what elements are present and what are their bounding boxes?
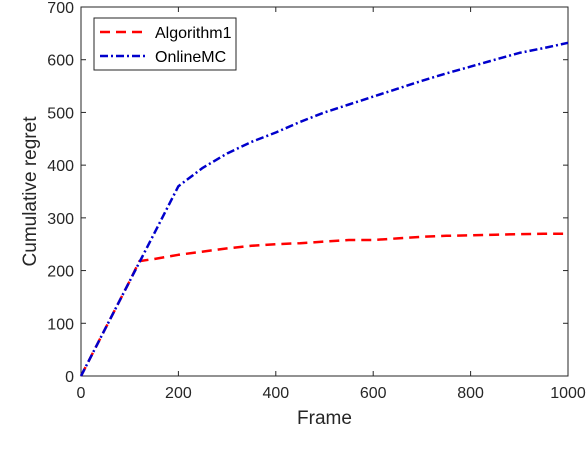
x-axis: 0 200 400 600 800 1000 bbox=[77, 7, 586, 402]
legend-label-onlinemc: OnlineMC bbox=[155, 49, 226, 66]
x-tick-label: 800 bbox=[457, 385, 484, 402]
legend: Algorithm1 OnlineMC bbox=[93, 17, 237, 71]
y-tick-label: 200 bbox=[47, 264, 74, 281]
y-tick-label: 700 bbox=[47, 0, 74, 17]
y-tick-label: 500 bbox=[47, 105, 74, 122]
y-axis: 0 100 200 300 400 500 600 700 bbox=[47, 0, 568, 386]
y-tick-label: 100 bbox=[47, 316, 74, 333]
x-tick-label: 0 bbox=[77, 385, 86, 402]
series-line-onlinemc bbox=[79, 41, 569, 377]
y-tick-label: 300 bbox=[47, 211, 74, 228]
x-axis-label: Frame bbox=[297, 408, 352, 429]
legend-box bbox=[93, 17, 237, 71]
y-axis-label: Cumulative regret bbox=[20, 116, 41, 267]
y-tick-label: 400 bbox=[47, 158, 74, 175]
x-tick-label: 200 bbox=[165, 385, 192, 402]
y-tick-label: 600 bbox=[47, 53, 74, 70]
y-tick-label: 0 bbox=[65, 369, 74, 386]
legend-label-algorithm1: Algorithm1 bbox=[155, 25, 232, 42]
x-tick-label: 400 bbox=[262, 385, 289, 402]
series-layer bbox=[79, 41, 569, 377]
series-line-algorithm1 bbox=[79, 232, 564, 377]
x-tick-label: 600 bbox=[360, 385, 387, 402]
x-tick-label: 1000 bbox=[550, 385, 586, 402]
